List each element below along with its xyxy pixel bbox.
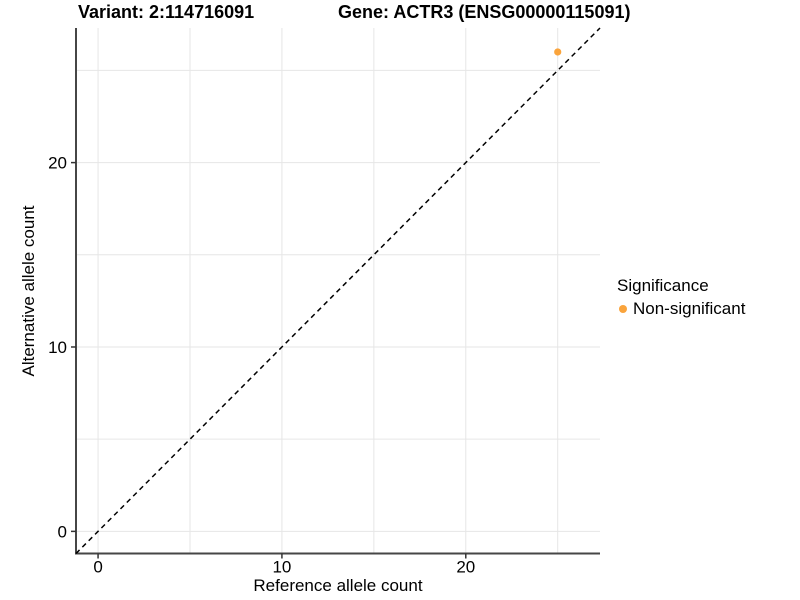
legend: Significance Non-significant xyxy=(617,276,745,319)
y-tick-label: 10 xyxy=(48,338,67,357)
identity-line xyxy=(75,27,601,555)
y-axis-title: Alternative allele count xyxy=(19,205,38,377)
legend-item: Non-significant xyxy=(617,299,745,319)
x-tick-label: 10 xyxy=(272,558,291,577)
legend-item-label: Non-significant xyxy=(633,299,746,318)
plot-title-variant: Variant: 2:114716091 xyxy=(78,2,255,22)
x-axis-title: Reference allele count xyxy=(253,576,423,595)
legend-point-swatch-icon xyxy=(619,305,627,313)
data-point xyxy=(554,48,562,56)
plot-title-gene: Gene: ACTR3 (ENSG00000115091) xyxy=(338,2,631,22)
y-tick-label: 0 xyxy=(58,522,67,541)
legend-title: Significance xyxy=(617,276,709,295)
x-tick-label: 20 xyxy=(456,558,475,577)
x-tick-label: 0 xyxy=(93,558,102,577)
y-tick-label: 20 xyxy=(48,154,67,173)
